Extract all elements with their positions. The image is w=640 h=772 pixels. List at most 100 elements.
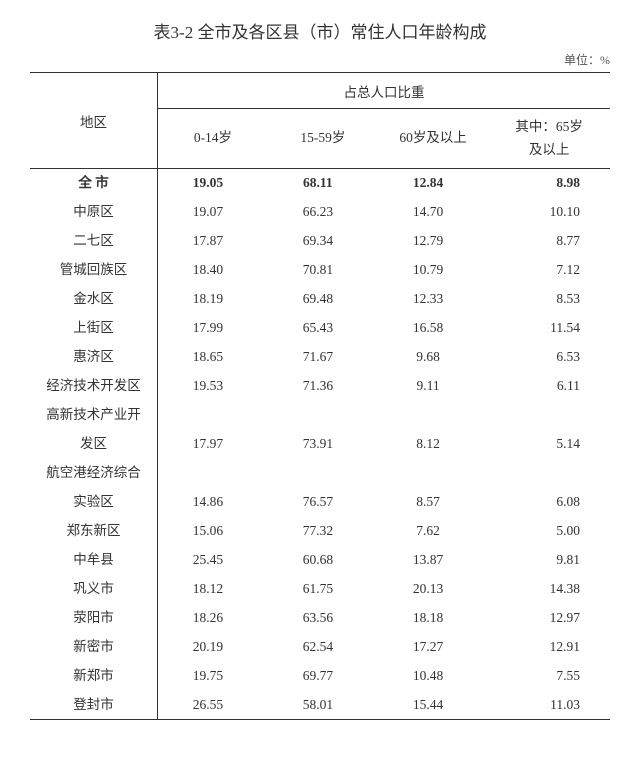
value-cell: 6.11 bbox=[488, 372, 610, 401]
value-cell: 18.65 bbox=[158, 343, 268, 372]
region-cell: 航空港经济综合 bbox=[30, 459, 158, 488]
value-cell: 8.98 bbox=[488, 169, 610, 198]
unit-label: 单位：% bbox=[30, 51, 610, 68]
value-cell: 12.91 bbox=[488, 633, 610, 662]
region-cell: 荥阳市 bbox=[30, 604, 158, 633]
header-col-15-59: 15-59岁 bbox=[268, 109, 378, 169]
value-cell: 68.11 bbox=[268, 169, 378, 198]
region-cell: 经济技术开发区 bbox=[30, 372, 158, 401]
region-cell: 惠济区 bbox=[30, 343, 158, 372]
value-cell: 12.79 bbox=[378, 227, 488, 256]
value-cell: 11.03 bbox=[488, 691, 610, 720]
value-cell: 9.68 bbox=[378, 343, 488, 372]
region-cell: 登封市 bbox=[30, 691, 158, 720]
value-cell: 69.34 bbox=[268, 227, 378, 256]
value-cell: 17.87 bbox=[158, 227, 268, 256]
value-cell bbox=[488, 401, 610, 430]
table-row: 上街区17.9965.4316.5811.54 bbox=[30, 314, 610, 343]
region-cell: 新密市 bbox=[30, 633, 158, 662]
value-cell: 18.40 bbox=[158, 256, 268, 285]
value-cell: 19.75 bbox=[158, 662, 268, 691]
value-cell bbox=[158, 401, 268, 430]
table-row: 中牟县25.4560.6813.879.81 bbox=[30, 546, 610, 575]
region-cell: 发区 bbox=[30, 430, 158, 459]
region-cell: 新郑市 bbox=[30, 662, 158, 691]
value-cell: 7.55 bbox=[488, 662, 610, 691]
value-cell: 8.77 bbox=[488, 227, 610, 256]
value-cell: 70.81 bbox=[268, 256, 378, 285]
value-cell: 65.43 bbox=[268, 314, 378, 343]
table-row: 实验区14.8676.578.576.08 bbox=[30, 488, 610, 517]
value-cell: 10.10 bbox=[488, 198, 610, 227]
table-row: 巩义市18.1261.7520.1314.38 bbox=[30, 575, 610, 604]
header-region: 地区 bbox=[30, 73, 158, 169]
header-group: 占总人口比重 bbox=[158, 73, 610, 109]
value-cell: 8.53 bbox=[488, 285, 610, 314]
value-cell: 7.12 bbox=[488, 256, 610, 285]
value-cell: 17.27 bbox=[378, 633, 488, 662]
value-cell bbox=[268, 401, 378, 430]
value-cell: 26.55 bbox=[158, 691, 268, 720]
table-row: 经济技术开发区19.5371.369.116.11 bbox=[30, 372, 610, 401]
table-row: 新郑市19.7569.7710.487.55 bbox=[30, 662, 610, 691]
value-cell: 12.84 bbox=[378, 169, 488, 198]
table-row: 新密市20.1962.5417.2712.91 bbox=[30, 633, 610, 662]
value-cell bbox=[378, 459, 488, 488]
value-cell: 5.14 bbox=[488, 430, 610, 459]
table-row: 二七区17.8769.3412.798.77 bbox=[30, 227, 610, 256]
value-cell bbox=[488, 459, 610, 488]
value-cell: 69.77 bbox=[268, 662, 378, 691]
region-cell: 金水区 bbox=[30, 285, 158, 314]
region-cell: 全 市 bbox=[30, 169, 158, 198]
value-cell: 20.13 bbox=[378, 575, 488, 604]
value-cell: 63.56 bbox=[268, 604, 378, 633]
region-cell: 管城回族区 bbox=[30, 256, 158, 285]
table-row: 荥阳市18.2663.5618.1812.97 bbox=[30, 604, 610, 633]
table-title: 表3-2 全市及各区县（市）常住人口年龄构成 bbox=[30, 18, 610, 43]
value-cell: 6.53 bbox=[488, 343, 610, 372]
value-cell: 18.12 bbox=[158, 575, 268, 604]
region-cell: 中牟县 bbox=[30, 546, 158, 575]
value-cell: 18.19 bbox=[158, 285, 268, 314]
value-cell: 12.97 bbox=[488, 604, 610, 633]
table-row: 航空港经济综合 bbox=[30, 459, 610, 488]
header-col-60plus: 60岁及以上 bbox=[378, 109, 488, 169]
region-cell: 巩义市 bbox=[30, 575, 158, 604]
table-row: 登封市26.5558.0115.4411.03 bbox=[30, 691, 610, 720]
value-cell: 66.23 bbox=[268, 198, 378, 227]
region-cell: 高新技术产业开 bbox=[30, 401, 158, 430]
value-cell: 71.36 bbox=[268, 372, 378, 401]
region-cell: 上街区 bbox=[30, 314, 158, 343]
value-cell: 7.62 bbox=[378, 517, 488, 546]
region-cell: 实验区 bbox=[30, 488, 158, 517]
table-header: 地区 占总人口比重 0-14岁 15-59岁 60岁及以上 其中：65岁 及以上 bbox=[30, 73, 610, 169]
value-cell: 9.81 bbox=[488, 546, 610, 575]
value-cell: 60.68 bbox=[268, 546, 378, 575]
value-cell: 15.06 bbox=[158, 517, 268, 546]
population-table: 地区 占总人口比重 0-14岁 15-59岁 60岁及以上 其中：65岁 及以上… bbox=[30, 72, 610, 720]
value-cell: 18.26 bbox=[158, 604, 268, 633]
table-row: 高新技术产业开 bbox=[30, 401, 610, 430]
region-cell: 二七区 bbox=[30, 227, 158, 256]
value-cell: 58.01 bbox=[268, 691, 378, 720]
value-cell: 62.54 bbox=[268, 633, 378, 662]
value-cell: 20.19 bbox=[158, 633, 268, 662]
value-cell: 10.79 bbox=[378, 256, 488, 285]
table-row: 郑东新区15.0677.327.625.00 bbox=[30, 517, 610, 546]
header-col-0-14: 0-14岁 bbox=[158, 109, 268, 169]
value-cell: 5.00 bbox=[488, 517, 610, 546]
value-cell: 19.07 bbox=[158, 198, 268, 227]
value-cell: 6.08 bbox=[488, 488, 610, 517]
value-cell: 16.58 bbox=[378, 314, 488, 343]
table-row: 管城回族区18.4070.8110.797.12 bbox=[30, 256, 610, 285]
table-body: 全 市19.0568.1112.848.98中原区19.0766.2314.70… bbox=[30, 169, 610, 720]
value-cell: 77.32 bbox=[268, 517, 378, 546]
table-row: 金水区18.1969.4812.338.53 bbox=[30, 285, 610, 314]
value-cell: 25.45 bbox=[158, 546, 268, 575]
value-cell bbox=[158, 459, 268, 488]
value-cell: 15.44 bbox=[378, 691, 488, 720]
value-cell: 9.11 bbox=[378, 372, 488, 401]
value-cell: 12.33 bbox=[378, 285, 488, 314]
region-cell: 中原区 bbox=[30, 198, 158, 227]
table-row: 全 市19.0568.1112.848.98 bbox=[30, 169, 610, 198]
